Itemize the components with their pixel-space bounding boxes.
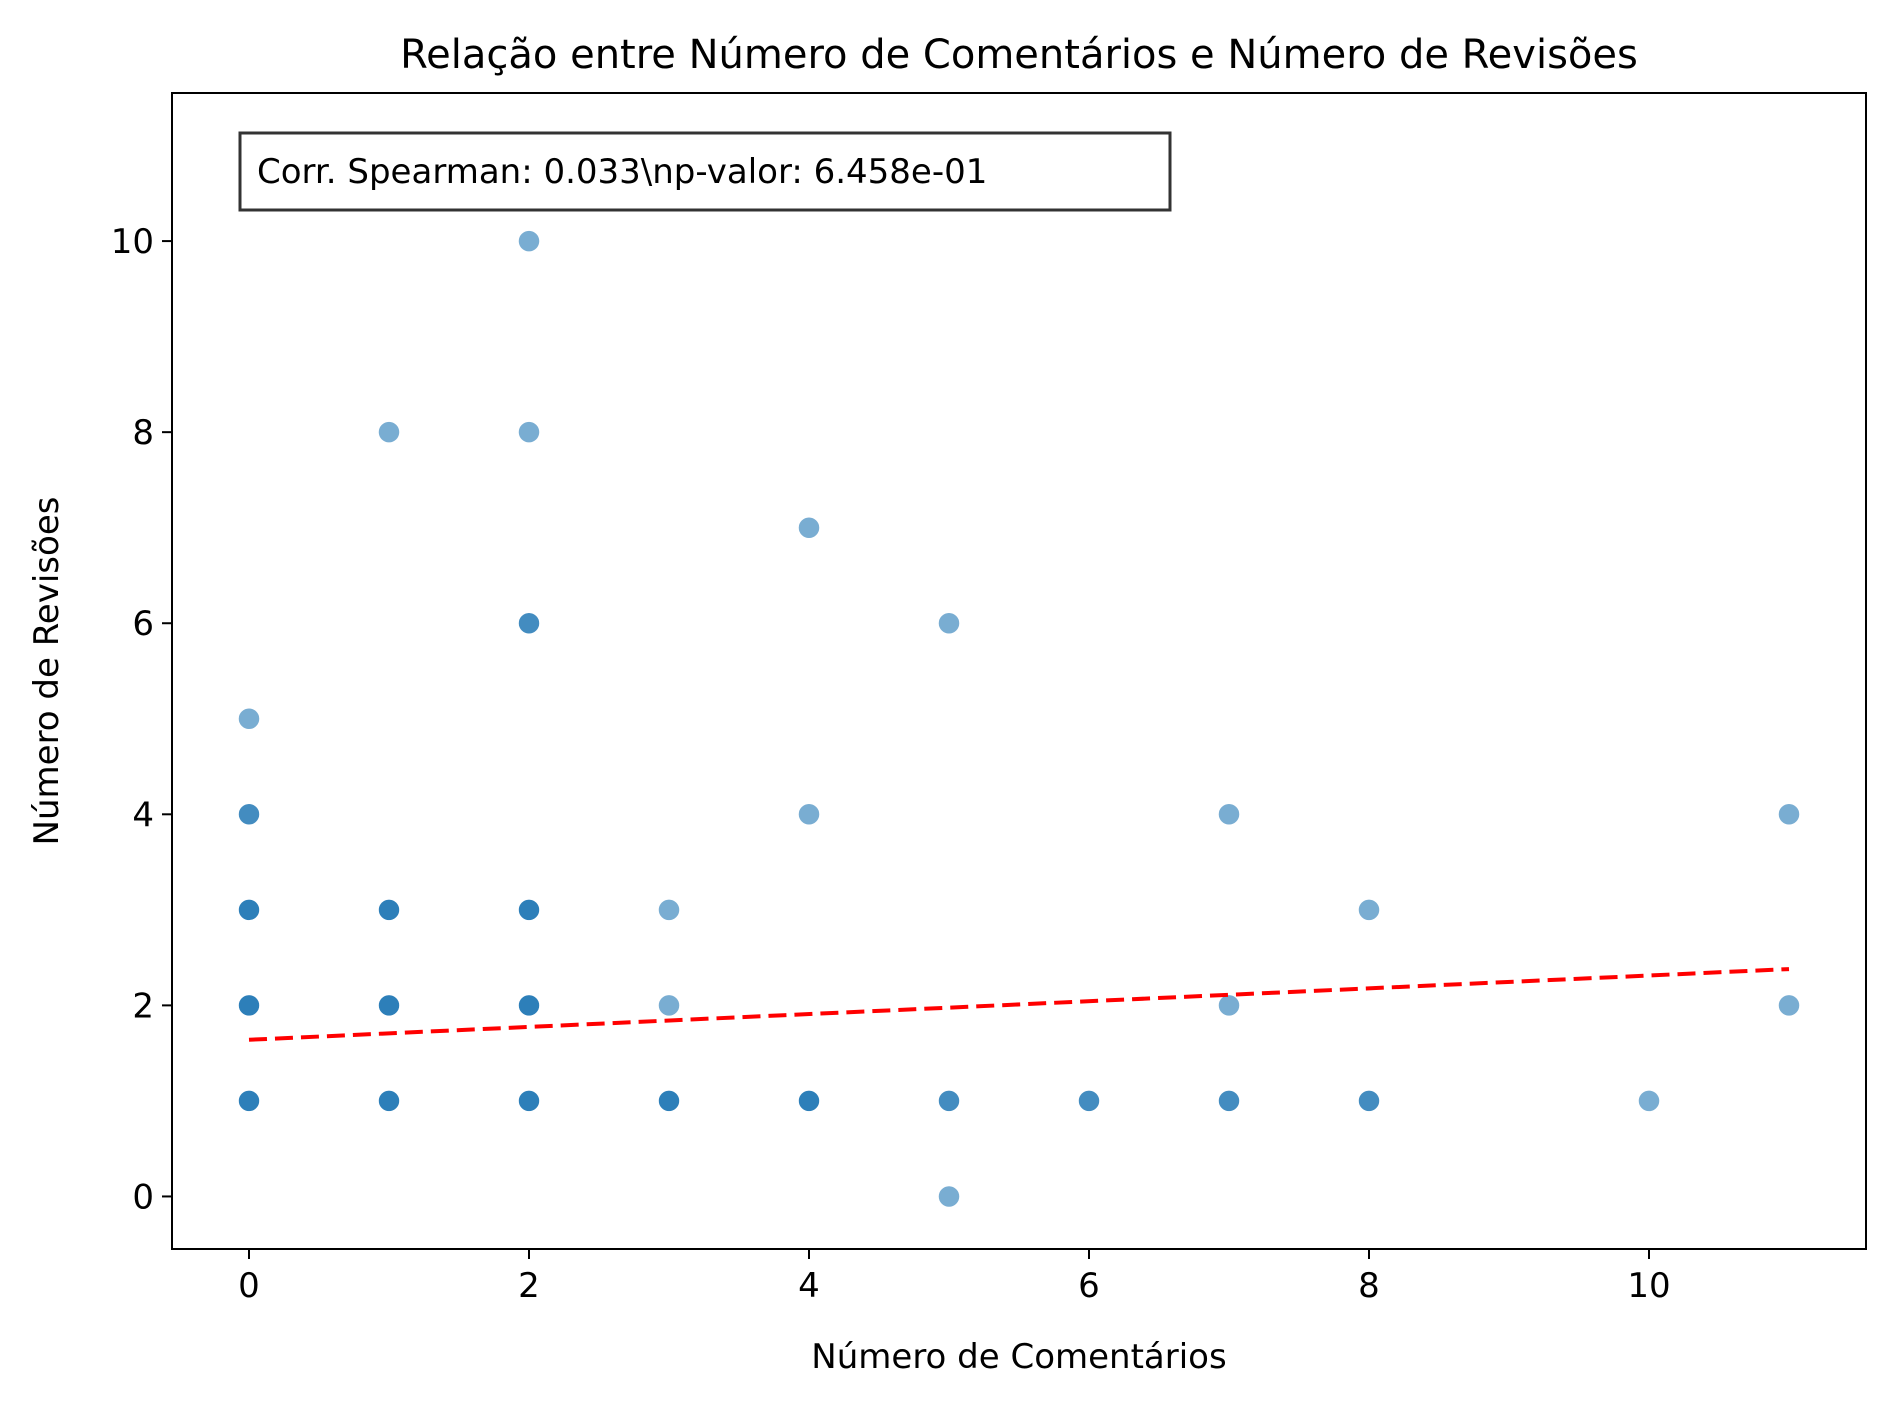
scatter-point (657, 1089, 681, 1113)
scatter-point (937, 611, 961, 635)
scatter-point (517, 993, 541, 1018)
scatter-point (517, 898, 541, 922)
scatter-point (797, 802, 821, 827)
scatter-point (1357, 898, 1381, 922)
scatter-point (517, 611, 541, 635)
y-tick-label: 0 (132, 1177, 154, 1217)
x-axis-ticks: 0 2 4 6 8 10 (238, 1249, 1671, 1306)
scatter-point (1217, 1089, 1241, 1113)
scatter-point (1777, 802, 1801, 827)
scatter-point (1777, 993, 1801, 1018)
scatter-point (657, 993, 681, 1018)
scatter-point (937, 1089, 961, 1113)
points-layer (237, 133, 1801, 1209)
scatter-point (517, 420, 541, 444)
y-tick-label: 10 (111, 222, 154, 262)
x-tick-label: 4 (798, 1266, 820, 1306)
scatter-point (377, 898, 401, 922)
scatter-point (377, 993, 401, 1018)
scatter-point (237, 898, 261, 922)
scatter-point (1077, 1089, 1101, 1113)
y-tick-label: 6 (132, 604, 154, 644)
scatter-point (377, 1089, 401, 1113)
scatter-point (1637, 1089, 1661, 1113)
scatter-point (517, 1089, 541, 1113)
chart-title: Relação entre Número de Comentários e Nú… (400, 32, 1638, 78)
scatter-point (937, 1184, 961, 1209)
plot-frame (171, 92, 1867, 1250)
x-axis-label: Número de Comentários (811, 1337, 1226, 1377)
scatter-point (237, 1089, 261, 1113)
scatter-point (237, 993, 261, 1018)
x-tick-label: 6 (1078, 1266, 1100, 1306)
annotation-box: Corr. Spearman: 0.033\np-valor: 6.458e-0… (238, 131, 1172, 212)
scatter-point (657, 898, 681, 922)
y-tick-label: 8 (132, 413, 154, 453)
scatter-point (1217, 802, 1241, 827)
scatter-point (797, 515, 821, 540)
trend-line (248, 967, 1790, 1042)
y-tick-label: 2 (132, 986, 154, 1026)
scatter-point (237, 802, 261, 827)
scatter-point (797, 1089, 821, 1113)
y-axis-ticks: 0 2 4 6 8 10 (111, 222, 172, 1217)
x-tick-label: 2 (518, 1266, 540, 1306)
x-tick-label: 0 (238, 1266, 260, 1306)
scatter-point (1357, 1089, 1381, 1113)
x-tick-label: 8 (1358, 1266, 1380, 1306)
y-axis-label: Número de Revisões (27, 497, 67, 846)
scatter-point (517, 229, 541, 253)
y-tick-label: 4 (132, 795, 154, 835)
scatter-point (377, 420, 401, 444)
trend-layer (248, 967, 1790, 1042)
scatter-point (237, 707, 261, 731)
annotation-text: Corr. Spearman: 0.033\np-valor: 6.458e-0… (257, 152, 987, 192)
x-tick-label: 10 (1627, 1266, 1670, 1306)
scatter-point (1217, 993, 1241, 1018)
